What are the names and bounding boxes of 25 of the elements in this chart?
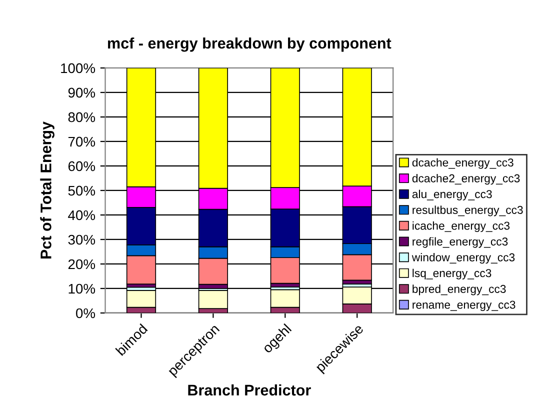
x-axis-title: Branch Predictor — [188, 384, 311, 396]
y-tick-label: 40% — [68, 210, 96, 220]
chart-title: mcf - energy breakdown by component — [108, 37, 392, 52]
y-tick-label: 70% — [68, 136, 96, 147]
y-tick-label: 100% — [61, 63, 96, 74]
legend-label: alu_energy_cc3 — [412, 190, 492, 200]
y-tick-label: 80% — [68, 112, 96, 122]
y-tick-label: 50% — [68, 186, 96, 196]
legend-label: bpred_energy_cc3 — [412, 284, 506, 296]
legend-label: rename_energy_cc3 — [412, 300, 516, 312]
y-axis-title: Pct of Total Energy — [40, 122, 54, 258]
bar — [198, 290, 228, 309]
legend-label: resultbus_energy_cc3 — [412, 206, 523, 216]
legend-label: regfile_energy_cc3 — [412, 237, 508, 248]
legend-label: dcache_energy_cc3 — [412, 158, 514, 169]
legend-label: icache_energy_cc3 — [412, 221, 510, 232]
y-tick-label: 60% — [68, 161, 96, 172]
y-tick-label: 30% — [68, 234, 96, 245]
y-tick-label: 90% — [68, 88, 96, 98]
legend-label: dcache2_energy_cc3 — [412, 174, 520, 185]
y-tick-label: 10% — [68, 284, 96, 294]
y-tick-label: 0% — [76, 308, 96, 318]
legend-label: lsq_energy_cc3 — [412, 268, 492, 280]
legend-label: window_energy_cc3 — [412, 253, 515, 264]
y-tick-label: 20% — [68, 259, 96, 270]
